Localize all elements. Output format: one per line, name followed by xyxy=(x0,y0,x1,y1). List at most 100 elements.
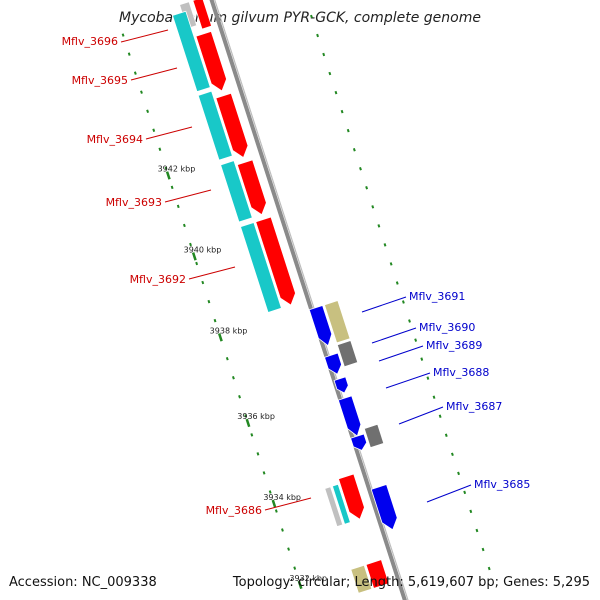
guide-dot-left xyxy=(383,243,387,247)
guide-dot-right xyxy=(201,280,205,285)
gene-leader-line xyxy=(130,67,178,81)
tick-mark xyxy=(165,171,171,180)
tick-label: 3940 kbp xyxy=(184,245,222,254)
gene-leader-line xyxy=(145,126,193,140)
guide-dot-right xyxy=(256,452,260,456)
gene-block-3689 xyxy=(336,340,359,368)
gene-block-bottom-b xyxy=(350,564,373,594)
gene-block-3690 xyxy=(324,352,342,375)
accession-text: Accession: NC_009338 xyxy=(9,575,157,590)
tick-label: 3938 kbp xyxy=(210,326,248,335)
guide-dot-left xyxy=(352,147,356,152)
gene-leader-line xyxy=(264,497,312,511)
gene-block-3692-c xyxy=(240,222,282,313)
gene-block-3691-k xyxy=(323,300,351,344)
gene-block-3694 xyxy=(215,92,249,159)
gene-leader-line xyxy=(361,296,407,313)
gene-block-bottom-a xyxy=(365,559,390,589)
gene-labels: Mflv_3696 Mflv_3695 Mflv_3694 Mflv_3693 Mflv… xyxy=(62,29,530,517)
gene-leader-line xyxy=(385,372,431,389)
guide-dot-right xyxy=(281,528,284,532)
gene-block-3695 xyxy=(195,30,227,92)
gene-block-3686-a xyxy=(337,473,365,520)
gene-label-left: Mflv_3694 xyxy=(87,133,143,146)
guide-dot-left xyxy=(475,528,479,533)
tick-mark xyxy=(191,252,197,261)
tick-mark xyxy=(217,333,223,342)
guide-dot-left xyxy=(328,71,332,76)
gene-block-3691 xyxy=(308,304,333,347)
guide-dot-left xyxy=(420,357,424,361)
guide-dot-left xyxy=(322,52,326,57)
gene-label-right: Mflv_3689 xyxy=(426,339,482,352)
guide-dot-right xyxy=(158,147,162,152)
guide-dot-left xyxy=(365,186,369,190)
gene-block-3687 xyxy=(363,423,385,449)
guide-dot-left xyxy=(310,14,313,19)
guide-dot-left xyxy=(377,224,381,228)
tick-mark xyxy=(297,580,303,589)
guide-dot-right xyxy=(140,90,143,94)
guide-dot-left xyxy=(359,167,362,171)
gene-block-3694-c xyxy=(197,90,233,161)
guide-dot-right xyxy=(293,566,297,570)
gene-label-left: Mflv_3692 xyxy=(130,273,186,286)
kbp-ticks: 3942 kbp 3940 kbp 3938 kbp 3936 kbp 3934 kbp… xyxy=(158,165,327,589)
gene-leader-line xyxy=(120,29,169,43)
guide-dot-right xyxy=(121,33,125,37)
backbone-line xyxy=(209,0,407,600)
guide-dot-left xyxy=(451,452,454,457)
guide-dot-right xyxy=(225,356,229,361)
guide-dot-left xyxy=(432,395,436,399)
guide-dot-right xyxy=(182,223,186,228)
guide-dot-right xyxy=(164,166,168,171)
guide-dot-right xyxy=(127,52,131,56)
guide-dot-right xyxy=(176,204,180,209)
guide-dot-left xyxy=(340,109,344,114)
gene-block-3693-c xyxy=(220,160,253,223)
guide-dot-right xyxy=(238,395,241,399)
gene-block-3688 xyxy=(337,395,362,437)
gene-label-right: Mflv_3691 xyxy=(409,290,465,303)
gene-label-right: Mflv_3690 xyxy=(419,321,475,334)
guide-dot-left xyxy=(481,547,485,552)
guide-dot-left xyxy=(457,471,460,476)
gene-label-left: Mflv_3686 xyxy=(206,504,262,517)
guide-dot-right xyxy=(170,185,174,190)
gene-leader-line xyxy=(188,266,236,280)
gene-label-right: Mflv_3685 xyxy=(474,478,530,491)
gene-block-3688-a xyxy=(333,376,349,394)
guide-dot-right xyxy=(146,109,150,113)
gene-block-3692 xyxy=(255,216,296,306)
guide-dot-right xyxy=(274,509,278,513)
gene-leader-line xyxy=(378,345,424,362)
gene-label-right: Mflv_3687 xyxy=(446,400,502,413)
guide-dot-right xyxy=(152,128,156,132)
guide-dot-left xyxy=(469,509,473,514)
guide-dot-left xyxy=(371,205,375,209)
gene-leader-line xyxy=(426,484,472,503)
tick-label: 3934 kbp xyxy=(263,493,301,502)
tick-mark xyxy=(271,499,277,509)
gene-label-left: Mflv_3695 xyxy=(72,74,128,87)
gene-block-3686-c xyxy=(324,486,344,528)
gene-block-3686-b xyxy=(331,483,351,525)
guide-dot-right xyxy=(244,414,248,418)
guide-dot-left xyxy=(408,319,411,323)
guide-dot-left xyxy=(316,33,319,38)
guide-dot-right xyxy=(213,318,217,323)
guide-dot-left xyxy=(395,281,399,285)
gene-leader-line xyxy=(371,327,417,344)
guide-dot-right xyxy=(232,376,235,380)
guide-dot-left xyxy=(438,414,442,418)
guide-dot-left xyxy=(334,90,338,95)
gene-block-3695-c xyxy=(171,10,211,93)
gene-leader-line xyxy=(398,406,444,425)
guide-dot-right xyxy=(133,71,137,75)
tick-label: 3932 kbp xyxy=(289,574,327,583)
gene-block-3685 xyxy=(370,483,398,531)
gene-block-3693 xyxy=(236,159,267,216)
guide-dot-left xyxy=(487,566,491,571)
guide-dot-right xyxy=(195,261,199,266)
